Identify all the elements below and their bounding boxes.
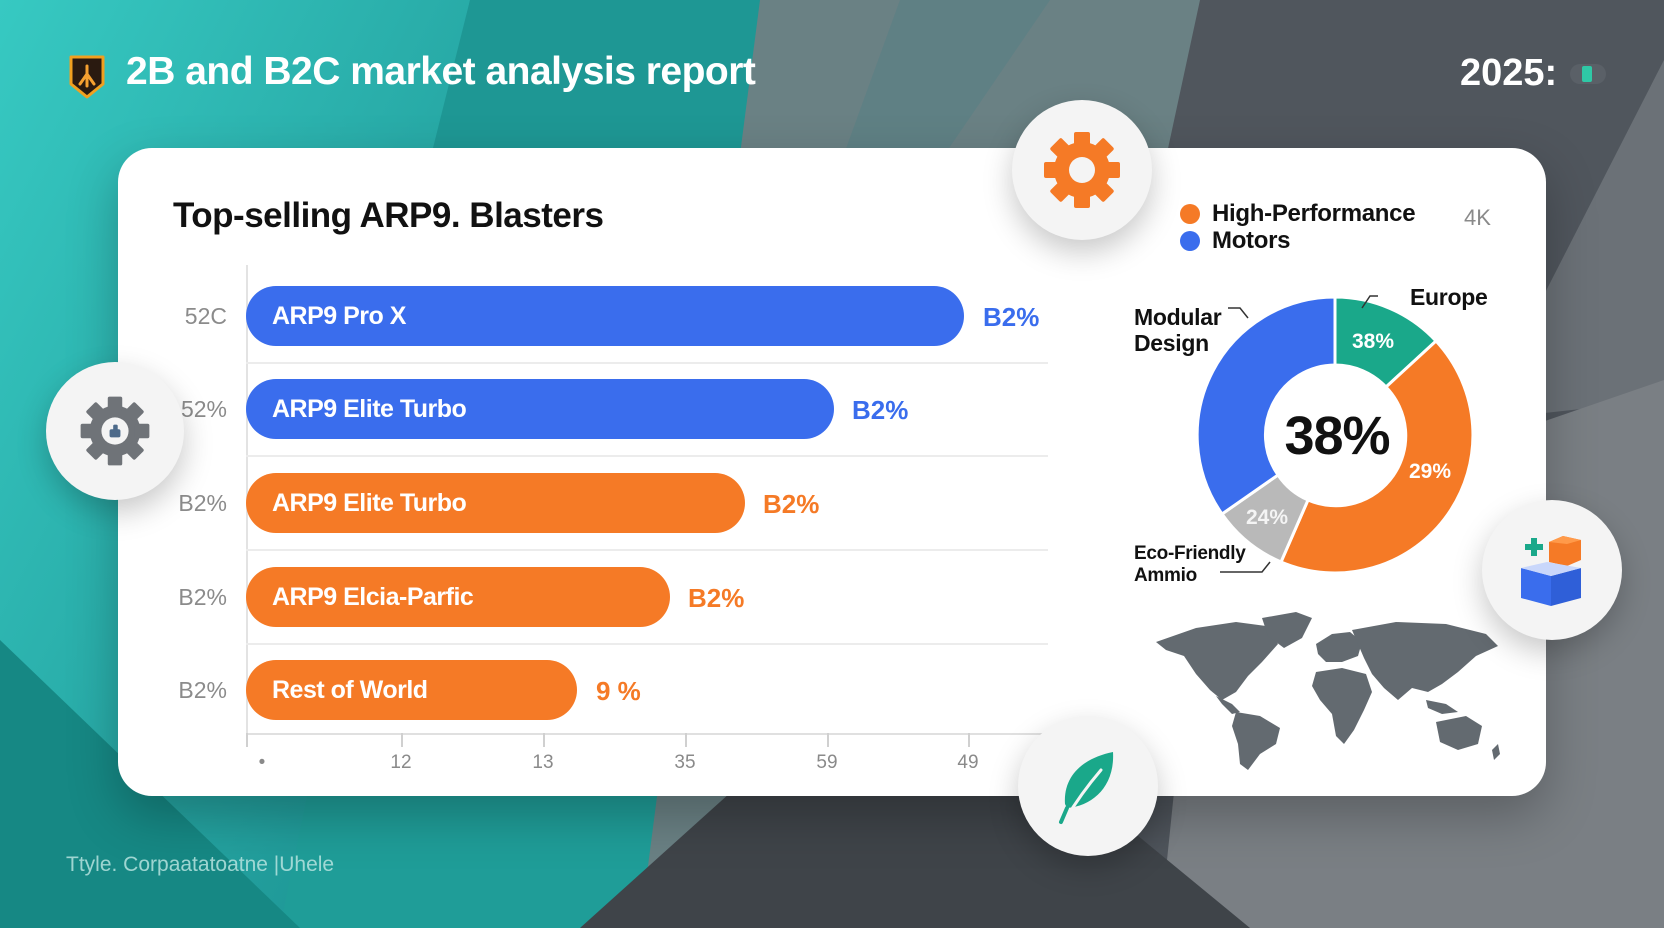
bottom-leaf-button[interactable] — [1018, 716, 1158, 856]
top-gear-button[interactable] — [1012, 100, 1152, 240]
blocks-plus-icon — [1521, 536, 1581, 606]
legend-item-high-performance[interactable]: High-Performance — [1180, 199, 1416, 227]
footer-caption: Ttyle. Corpaatatoatne |Uhele — [66, 853, 335, 876]
bar-arp9-elite-turbo-2[interactable]: ARP9 Elite Turbo — [246, 473, 745, 533]
donut-center-value: 38% — [1284, 406, 1390, 466]
shield-fork-icon — [68, 54, 106, 100]
legend-unit: 4K — [1464, 205, 1491, 230]
callout-eco: Eco-Friendly Ammio — [1134, 543, 1246, 587]
right-blocks-button[interactable] — [1482, 500, 1622, 640]
toggle-icon[interactable] — [1570, 64, 1606, 84]
bar-arp9-elcia-parfic[interactable]: ARP9 Elcia-Parfic — [246, 567, 670, 627]
world-map — [1136, 604, 1516, 774]
callout-modular: Modular Design — [1134, 304, 1222, 356]
left-gear-button[interactable] — [46, 362, 184, 500]
bar-label: ARP9 Elcia-Parfic — [272, 582, 474, 611]
gear-thumb-icon — [80, 396, 150, 466]
legend-dot-orange — [1180, 203, 1200, 224]
callout-leader-lines — [1220, 295, 1378, 573]
bar-label: ARP9 Elite Turbo — [272, 394, 467, 423]
callout-europe: Europe — [1410, 284, 1488, 310]
legend: High-Performance Motors — [1180, 199, 1416, 254]
donut-label-gray: 24% — [1246, 506, 1289, 529]
report-year: 2025: — [1460, 52, 1558, 94]
donut-chart[interactable] — [1190, 290, 1480, 580]
donut-label-orange: 29% — [1409, 460, 1452, 483]
legend-item-motors[interactable]: Motors — [1180, 227, 1415, 254]
chart-title: Top-selling ARP9. Blasters — [173, 196, 604, 235]
legend-label: High-Performance — [1212, 199, 1416, 227]
legend-dot-blue — [1180, 230, 1200, 251]
leaf-icon — [1059, 752, 1114, 824]
bar-arp9-elite-turbo[interactable]: ARP9 Elite Turbo — [246, 379, 834, 439]
bar-label: ARP9 Pro X — [272, 301, 406, 330]
bar-arp9-pro-x[interactable]: ARP9 Pro X — [246, 286, 964, 346]
gear-icon — [1044, 132, 1120, 208]
callout-eco-line2: Ammio — [1134, 565, 1197, 586]
callout-modular-line1: Modular — [1134, 304, 1222, 330]
toggle-knob — [1582, 66, 1592, 82]
donut-label-europe: 38% — [1352, 330, 1395, 353]
bar-rest-of-world[interactable]: Rest of World — [246, 660, 577, 720]
legend-label: Motors — [1212, 226, 1291, 254]
report-title: 2B and B2C market analysis report — [126, 50, 756, 93]
bar-label: Rest of World — [272, 675, 428, 704]
bar-label: ARP9 Elite Turbo — [272, 488, 467, 517]
callout-modular-line2: Design — [1134, 330, 1209, 356]
callout-eco-line1: Eco-Friendly — [1134, 543, 1246, 564]
